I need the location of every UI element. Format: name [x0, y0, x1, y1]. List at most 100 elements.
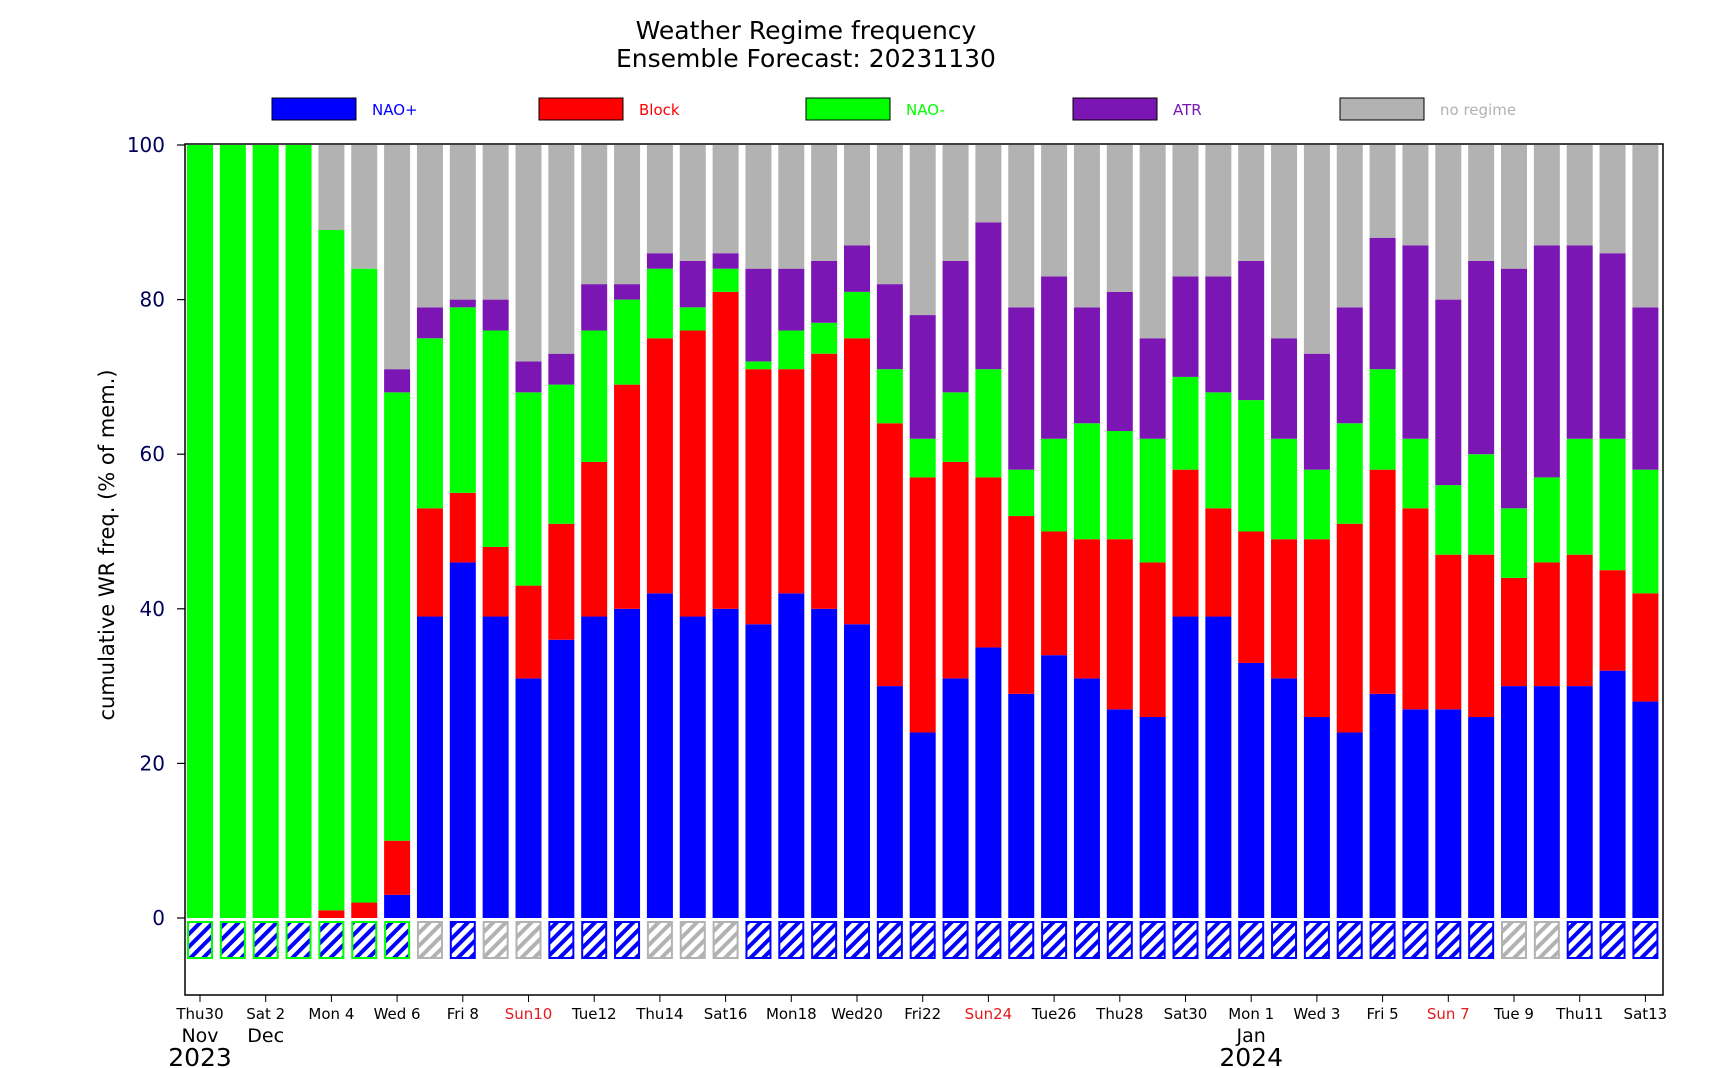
bar-segment-nao — [1205, 392, 1232, 509]
bar-segment-atr — [909, 315, 936, 439]
regime-box-no-regime — [1501, 921, 1527, 959]
bar-segment-block — [1008, 516, 1035, 694]
x-tick-label: Wed 3 — [1293, 1005, 1340, 1023]
regime-box-nao — [778, 921, 805, 959]
x-axis-ticks: Thu30 Sat 2 Mon 4 Wed 6 Fri 8 Sun10 Tue12 Thu14… — [168, 995, 1667, 1068]
bars — [187, 145, 1659, 918]
legend-label-nao: NAO- — [906, 101, 945, 119]
bar-segment-block — [942, 461, 969, 679]
regime-box-nao — [1435, 921, 1462, 959]
chart-title: Weather Regime frequency — [636, 16, 977, 45]
month-label: Nov — [181, 1025, 218, 1047]
bar-segment-nao — [942, 392, 969, 462]
bar-segment-block — [811, 353, 838, 609]
bar-segment-no-regime — [1501, 145, 1527, 269]
x-tick-label: Sun 7 — [1427, 1005, 1470, 1023]
legend-swatch-nao — [805, 97, 891, 121]
bar-segment-nao — [1566, 438, 1593, 555]
year-label: 2023 — [168, 1043, 232, 1068]
bar-segment-no-regime — [416, 145, 443, 308]
bar-segment-atr — [1303, 353, 1330, 470]
regime-box-nao — [1008, 921, 1035, 959]
legend-swatch-nao — [271, 97, 357, 121]
x-tick-label: Sat30 — [1164, 1005, 1208, 1023]
bar-segment-nao — [909, 732, 936, 918]
bar-segment-nao — [1008, 469, 1035, 517]
bar-segment-nao — [384, 894, 411, 918]
bar-segment-nao — [515, 392, 542, 586]
x-tick-label: Fri 8 — [447, 1005, 479, 1023]
x-tick-label: Fri 5 — [1367, 1005, 1399, 1023]
regime-box-nao — [318, 921, 345, 959]
bar-segment-atr — [482, 299, 509, 331]
bar-segment-block — [515, 585, 542, 679]
regime-box-nao — [1271, 921, 1298, 959]
plot-frame — [184, 143, 1664, 996]
bar-segment-nao — [1599, 670, 1626, 918]
regime-box-nao — [1041, 921, 1068, 959]
bar-segment-no-regime — [614, 145, 641, 285]
regime-box-nao — [1303, 921, 1330, 959]
bar-segment-nao — [1271, 678, 1298, 918]
regime-box-nao — [876, 921, 903, 959]
bar-segment-no-regime — [1402, 145, 1429, 246]
regime-box-nao — [187, 921, 213, 959]
bar-segment-block — [384, 840, 411, 895]
bar-segment-block — [876, 423, 903, 687]
bar-segment-nao — [1041, 655, 1068, 918]
y-axis-ticks: 0 20 40 60 80 100 — [127, 133, 185, 930]
bar-segment-nao — [351, 268, 378, 903]
x-tick-label: Tue12 — [571, 1005, 617, 1023]
bar-segment-atr — [876, 284, 903, 370]
bar-segment-atr — [1172, 276, 1199, 377]
bar-segment-block — [1533, 562, 1560, 687]
regime-box-nao — [1106, 921, 1133, 959]
bar-segment-nao — [1041, 438, 1068, 532]
bar-segment-nao — [844, 624, 870, 918]
bar-segment-atr — [1435, 299, 1462, 486]
bar-segment-nao — [1369, 369, 1396, 470]
bar-segment-nao — [745, 624, 772, 918]
bar-segment-nao — [1468, 454, 1495, 555]
bar-segment-atr — [1238, 260, 1265, 401]
regime-box-nao — [285, 921, 312, 959]
bar-segment-nao — [285, 145, 312, 918]
bar-segment-block — [1402, 508, 1429, 710]
bar-segment-nao — [416, 338, 443, 509]
regime-box-nao — [1238, 921, 1265, 959]
bar-segment-no-regime — [384, 145, 411, 370]
regime-box-nao — [1566, 921, 1593, 959]
bar-segment-atr — [384, 369, 411, 393]
bar-segment-nao — [219, 145, 246, 918]
bar-segment-atr — [745, 268, 772, 362]
bar-segment-no-regime — [1041, 145, 1068, 277]
bar-segment-atr — [1271, 338, 1298, 439]
bar-segment-atr — [679, 260, 706, 308]
bar-segment-block — [449, 492, 476, 563]
x-tick-label: Thu30 — [175, 1005, 223, 1023]
y-tick-label: 80 — [140, 288, 165, 312]
bar-segment-block — [1435, 554, 1462, 710]
x-tick-label: Sun24 — [965, 1005, 1013, 1023]
x-tick-label: Mon 1 — [1228, 1005, 1274, 1023]
x-tick-label: Tue26 — [1031, 1005, 1077, 1023]
bar-segment-no-regime — [646, 145, 673, 254]
bar-segment-nao — [1205, 616, 1232, 918]
bar-segment-block — [1468, 554, 1495, 718]
regime-box-no-regime — [416, 921, 443, 959]
bar-segment-no-regime — [1566, 145, 1593, 246]
month-label: Jan — [1236, 1025, 1266, 1047]
bar-segment-nao — [1336, 423, 1363, 524]
bar-segment-nao — [1303, 469, 1330, 540]
regime-box-nao — [351, 921, 378, 959]
bar-segment-nao — [1106, 431, 1133, 540]
bar-segment-atr — [1632, 307, 1659, 470]
bar-segment-block — [1106, 539, 1133, 710]
regime-box-nao — [1468, 921, 1495, 959]
bar-segment-nao — [1402, 709, 1429, 918]
bar-segment-nao — [449, 307, 476, 493]
bar-segment-block — [1632, 593, 1659, 702]
bar-segment-nao — [1073, 678, 1100, 918]
legend-label-nao: NAO+ — [372, 101, 418, 119]
bar-segment-atr — [844, 245, 870, 292]
